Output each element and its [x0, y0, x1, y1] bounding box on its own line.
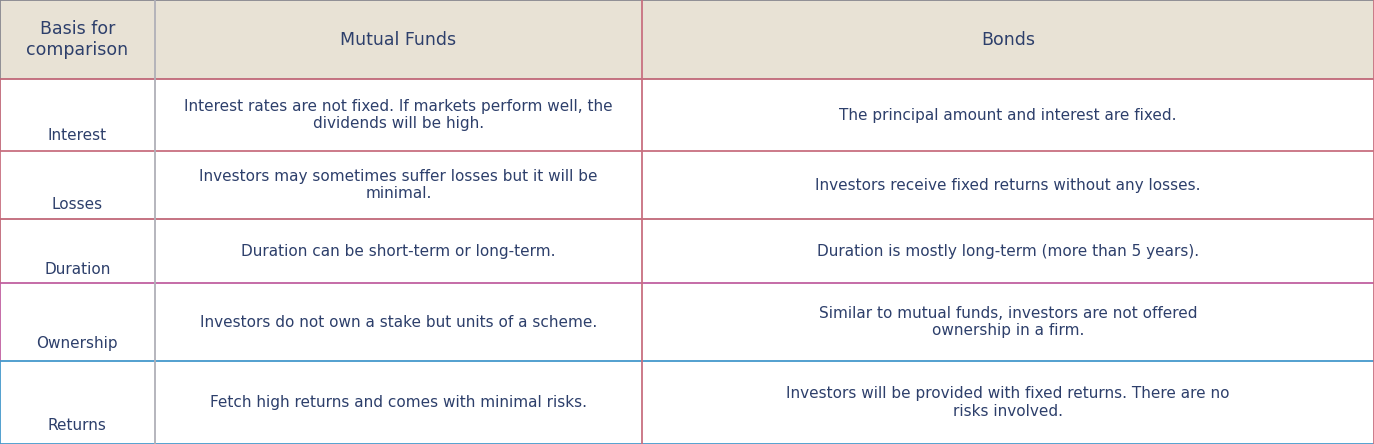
Text: Investors may sometimes suffer losses but it will be
minimal.: Investors may sometimes suffer losses bu… — [199, 169, 598, 201]
Bar — [155, 219, 643, 283]
Bar — [642, 219, 1374, 283]
Text: Bonds: Bonds — [981, 31, 1035, 48]
Text: The principal amount and interest are fixed.: The principal amount and interest are fi… — [840, 108, 1178, 123]
Text: Fetch high returns and comes with minimal risks.: Fetch high returns and comes with minima… — [210, 395, 587, 410]
Bar — [155, 151, 643, 219]
Text: Interest rates are not fixed. If markets perform well, the
dividends will be hig: Interest rates are not fixed. If markets… — [184, 99, 613, 131]
Bar — [155, 79, 643, 151]
Bar — [0, 283, 155, 361]
Bar — [642, 0, 1374, 79]
Text: Returns: Returns — [48, 418, 107, 433]
Text: Interest: Interest — [48, 128, 107, 143]
Bar — [155, 361, 643, 444]
Bar — [0, 151, 155, 219]
Text: Losses: Losses — [52, 197, 103, 211]
Bar — [642, 79, 1374, 151]
Bar — [642, 151, 1374, 219]
Bar — [642, 283, 1374, 361]
Bar — [155, 283, 643, 361]
Bar — [0, 219, 155, 283]
Text: Investors will be provided with fixed returns. There are no
risks involved.: Investors will be provided with fixed re… — [786, 386, 1230, 419]
Text: Investors do not own a stake but units of a scheme.: Investors do not own a stake but units o… — [199, 315, 598, 329]
Text: Similar to mutual funds, investors are not offered
ownership in a firm.: Similar to mutual funds, investors are n… — [819, 306, 1197, 338]
Text: Duration: Duration — [44, 262, 110, 277]
Text: Duration is mostly long-term (more than 5 years).: Duration is mostly long-term (more than … — [818, 244, 1200, 258]
Text: Investors receive fixed returns without any losses.: Investors receive fixed returns without … — [815, 178, 1201, 193]
Text: Ownership: Ownership — [37, 337, 118, 351]
Bar — [0, 0, 155, 79]
Bar — [155, 0, 643, 79]
Text: Mutual Funds: Mutual Funds — [341, 31, 456, 48]
Text: Basis for
comparison: Basis for comparison — [26, 20, 128, 59]
Bar — [642, 361, 1374, 444]
Bar — [0, 79, 155, 151]
Text: Duration can be short-term or long-term.: Duration can be short-term or long-term. — [242, 244, 555, 258]
Bar — [0, 361, 155, 444]
